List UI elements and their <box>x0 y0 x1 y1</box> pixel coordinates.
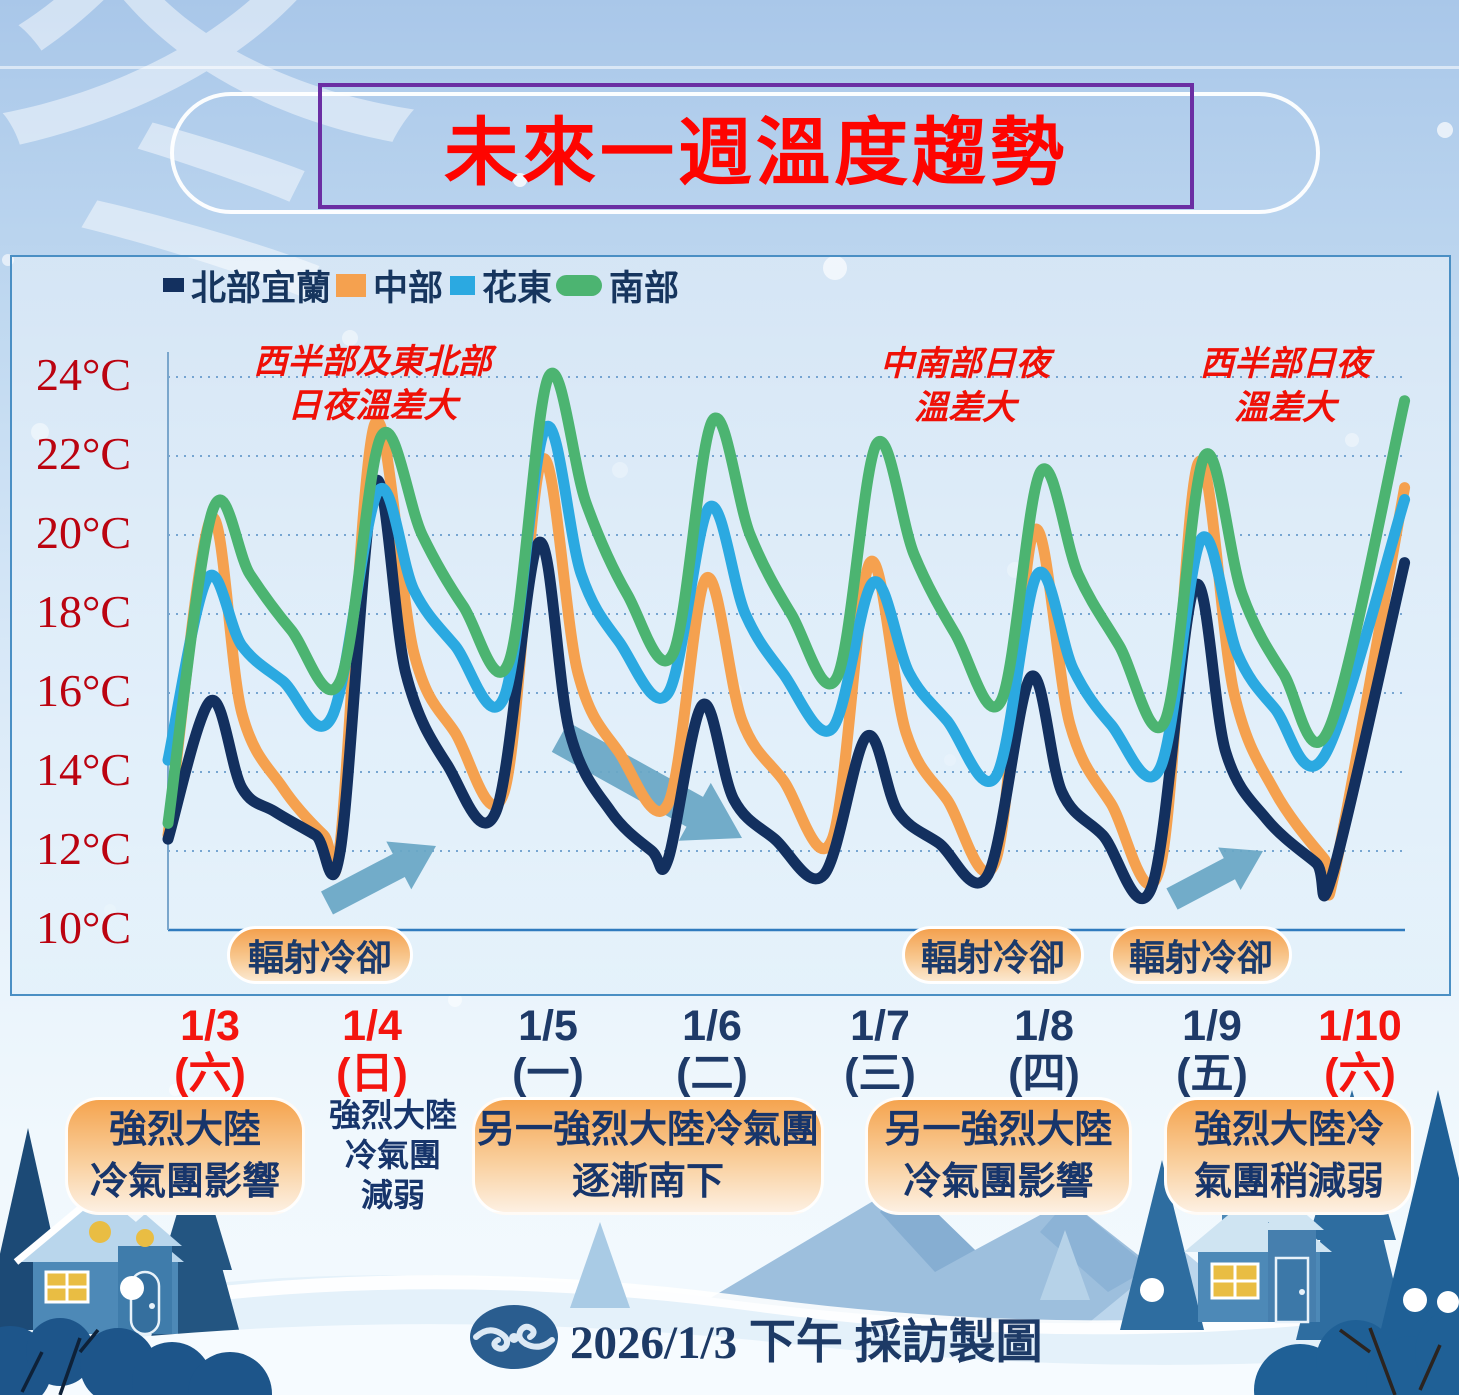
weekday-label: (六) <box>1324 1050 1396 1098</box>
note-line: 另一強烈大陸冷氣團 <box>476 1109 819 1151</box>
house-right <box>1184 1190 1332 1324</box>
y-axis-label: 12°C <box>36 823 132 874</box>
y-axis-label: 10°C <box>36 902 132 953</box>
legend-swatch-south <box>556 274 602 296</box>
x-axis-date: 1/8 (四) <box>969 1002 1119 1098</box>
pill-text: 輻射冷卻 <box>1128 937 1273 978</box>
annotation-line: 日夜溫差大 <box>287 387 458 425</box>
date-label: 1/4 <box>342 1002 402 1050</box>
date-label: 1/8 <box>1014 1002 1074 1050</box>
legend-item-north: 北部宜蘭 <box>163 265 331 308</box>
note-line: 逐漸南下 <box>571 1161 724 1203</box>
radiative-cooling-label: 輻射冷卻 <box>1110 926 1292 984</box>
note-cold-surge-impact: 強烈大陸 冷氣團影響 <box>65 1097 305 1215</box>
title-box: 未來一週溫度趨勢 <box>318 83 1194 209</box>
radiative-cooling-label: 輻射冷卻 <box>902 926 1084 984</box>
foreground-snow <box>0 1324 1459 1395</box>
legend-swatch-huadong <box>450 275 475 295</box>
annotation-line: 西半部日夜 <box>1200 345 1370 383</box>
weekday-label: (一) <box>512 1050 584 1098</box>
note-line: 冷氣團影響 <box>89 1161 280 1203</box>
annotation-line: 溫差大 <box>914 389 1016 427</box>
date-label: 1/6 <box>682 1002 742 1050</box>
decor-line <box>0 66 1459 69</box>
note-cold-surge-weaken: 強烈大陸 冷氣團 減弱 <box>318 1092 468 1218</box>
y-axis-label: 24°C <box>36 349 132 400</box>
small-tree <box>570 1222 630 1308</box>
x-axis-date: 1/7 (三) <box>805 1002 955 1098</box>
trend-arrow-icon <box>321 841 436 915</box>
note-line: 強烈大陸 <box>108 1109 261 1151</box>
x-axis-date: 1/6 (二) <box>637 1002 787 1098</box>
footer-caption: 2026/1/3 下午 採訪製圖 <box>570 1316 1043 1369</box>
y-axis-label: 16°C <box>36 665 132 716</box>
date-label: 1/5 <box>518 1002 578 1050</box>
date-label: 1/10 <box>1318 1002 1402 1050</box>
weekday-label: (四) <box>1008 1050 1080 1098</box>
footer: 2026/1/3 下午 採訪製圖 <box>468 1302 1043 1372</box>
y-axis-label: 14°C <box>36 744 132 795</box>
pill-text: 輻射冷卻 <box>920 937 1065 978</box>
annotation-line: 溫差大 <box>1234 389 1336 427</box>
series-line-南部 <box>162 367 1411 829</box>
note-next-cold-surge-south: 另一強烈大陸冷氣團 逐漸南下 <box>472 1097 824 1215</box>
weekday-label: (三) <box>844 1050 916 1098</box>
x-axis-date: 1/10 (六) <box>1285 1002 1435 1098</box>
legend-item-huadong: 花東 <box>450 265 552 308</box>
legend-label-south: 南部 <box>609 268 680 308</box>
date-label: 1/7 <box>850 1002 910 1050</box>
annotation-line: 西半部及東北部 <box>253 343 492 381</box>
annotation-line: 中南部日夜 <box>880 345 1050 383</box>
annotation-central-south: 中南部日夜 溫差大 <box>835 342 1095 430</box>
annotation-west: 西半部日夜 溫差大 <box>1155 342 1415 430</box>
annotation-west-northeast: 西半部及東北部 日夜溫差大 <box>200 340 545 428</box>
y-axis-label: 18°C <box>36 586 132 637</box>
x-axis-date: 1/5 (一) <box>473 1002 623 1098</box>
note-line: 冷氣團影響 <box>903 1161 1094 1203</box>
page-title: 未來一週溫度趨勢 <box>444 110 1068 194</box>
note-cold-surge-slight-weaken: 強烈大陸冷 氣團稍減弱 <box>1164 1097 1414 1215</box>
title-outline-decor <box>170 92 1320 214</box>
trend-arrow-icon <box>551 722 742 841</box>
radiative-cooling-label: 輻射冷卻 <box>227 926 413 984</box>
snow-highlight <box>0 1275 1459 1335</box>
note-line: 強烈大陸冷 <box>1193 1109 1384 1151</box>
legend-label-north: 北部宜蘭 <box>191 268 332 308</box>
bush-left <box>0 1318 272 1395</box>
note-line: 減弱 <box>360 1177 425 1213</box>
legend-label-huadong: 花東 <box>482 268 553 308</box>
note-line: 冷氣團 <box>344 1137 441 1173</box>
temperature-series <box>162 367 1411 905</box>
small-tree <box>1040 1230 1090 1300</box>
trend-arrow-icon <box>1166 847 1263 910</box>
note-line: 氣團稍減弱 <box>1193 1161 1384 1203</box>
x-axis-date: 1/9 (五) <box>1137 1002 1287 1098</box>
weekday-label: (日) <box>336 1050 408 1098</box>
legend-item-south: 南部 <box>556 265 679 308</box>
y-axis-label: 22°C <box>36 428 132 479</box>
legend-swatch-central <box>336 273 366 297</box>
x-axis-date: 1/4 (日) <box>297 1002 447 1098</box>
note-line: 另一強烈大陸 <box>884 1109 1113 1151</box>
y-axis-label: 20°C <box>36 507 132 558</box>
weekday-label: (五) <box>1176 1050 1248 1098</box>
legend-swatch-north <box>163 278 184 292</box>
cwa-logo-icon <box>470 1305 558 1369</box>
date-label: 1/3 <box>180 1002 240 1050</box>
weekday-label: (二) <box>676 1050 748 1098</box>
weekday-label: (六) <box>174 1050 246 1098</box>
date-label: 1/9 <box>1182 1002 1242 1050</box>
legend-item-central: 中部 <box>336 265 443 308</box>
note-next-cold-surge-impact: 另一強烈大陸 冷氣團影響 <box>865 1097 1132 1215</box>
trend-arrows <box>321 722 1263 915</box>
pill-text: 輻射冷卻 <box>247 937 392 978</box>
x-axis-date: 1/3 (六) <box>135 1002 285 1098</box>
bush-right <box>1254 1291 1459 1395</box>
legend-label-central: 中部 <box>373 268 444 308</box>
note-line: 強烈大陸 <box>328 1097 457 1133</box>
